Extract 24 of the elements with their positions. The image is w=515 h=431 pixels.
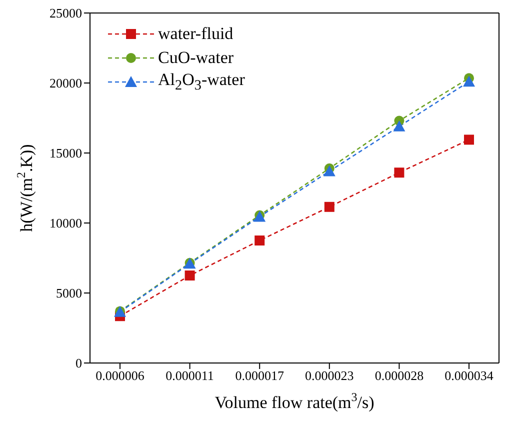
legend-label: water-fluid (158, 24, 234, 44)
x-tick-label: 0.000006 (96, 368, 145, 384)
point (463, 76, 475, 87)
x-axis-title: Volume flow rate(m$^{3}$/s) (214, 390, 374, 412)
x-tick-label: 0.000034 (444, 368, 494, 384)
point (184, 270, 195, 280)
x-tick-label: 0.000017 (235, 368, 284, 384)
legend-label: CuO-water (158, 48, 234, 68)
y-tick-label: 0 (76, 356, 82, 371)
point (254, 236, 265, 246)
x-tick-label: 0.000028 (374, 368, 424, 384)
y-tick-label: 25000 (50, 6, 82, 21)
point (464, 134, 474, 145)
y-tick-label: 15000 (50, 146, 82, 161)
point (394, 168, 404, 178)
y-tick-label: 5000 (56, 286, 82, 301)
point (323, 165, 336, 176)
x-tick-label: 0.000011 (166, 368, 214, 384)
point (324, 202, 334, 212)
y-tick-label: 20000 (50, 76, 82, 91)
point (393, 120, 406, 132)
legend-label: Al$_{2}$O$_{3}$-water (158, 70, 245, 94)
x-tick-label: 0.000023 (305, 368, 354, 384)
y-tick-label: 10000 (50, 216, 82, 231)
